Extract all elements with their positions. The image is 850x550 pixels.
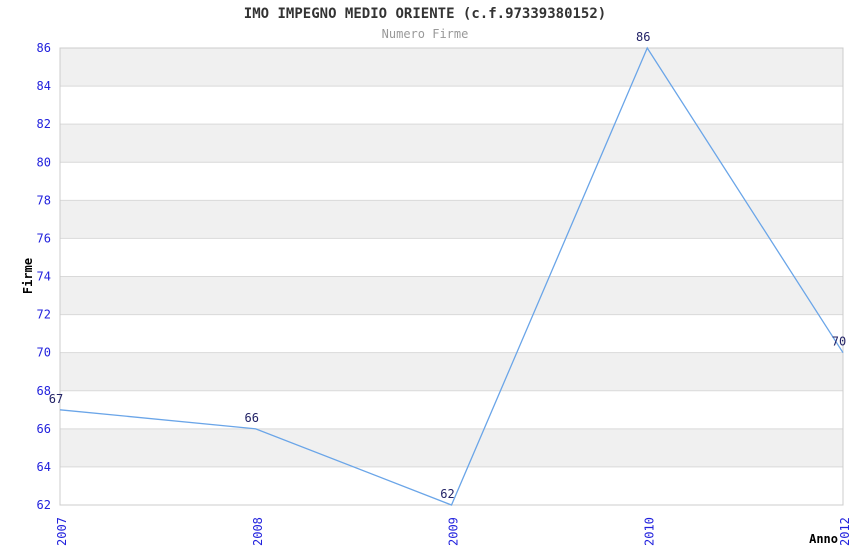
x-tick-label: 2010: [642, 517, 656, 546]
y-tick-label: 62: [37, 498, 51, 512]
grid-band: [60, 162, 843, 201]
data-point-label: 66: [245, 411, 259, 425]
data-point-label: 86: [636, 30, 650, 44]
y-axis-title: Firme: [21, 257, 35, 295]
y-tick-label: 82: [37, 117, 51, 131]
data-point-label: 62: [440, 487, 454, 501]
grid-band: [60, 200, 843, 239]
y-tick-label: 74: [37, 270, 51, 284]
grid-band: [60, 352, 843, 391]
y-tick-label: 66: [37, 422, 51, 436]
grid-band: [60, 124, 843, 163]
chart-title: IMO IMPEGNO MEDIO ORIENTE (c.f.973393801…: [243, 6, 607, 22]
grid-band: [60, 466, 843, 505]
y-tick-label: 78: [37, 193, 51, 207]
y-tick-label: 72: [37, 308, 51, 322]
chart-subtitle: Numero Firme: [381, 27, 469, 41]
grid-band: [60, 276, 843, 315]
x-tick-label: 2012: [838, 517, 850, 546]
x-tick-label: 2007: [55, 517, 69, 546]
y-tick-label: 64: [37, 460, 51, 474]
y-tick-label: 70: [37, 346, 51, 360]
grid-band: [60, 390, 843, 429]
y-tick-label: 68: [37, 384, 51, 398]
data-series-line: [59, 46, 844, 506]
y-tick-label: 80: [37, 155, 51, 169]
y-tick-label: 76: [37, 231, 51, 245]
grid-band: [60, 86, 843, 125]
x-axis-title: Anno: [809, 532, 838, 546]
grid-band: [60, 428, 843, 467]
x-tick-label: 2009: [447, 517, 461, 546]
grid-band: [60, 238, 843, 277]
y-tick-label: 84: [37, 79, 51, 93]
data-point-label: 70: [832, 335, 846, 349]
x-tick-label: 2008: [251, 517, 265, 546]
grid-band: [60, 48, 843, 87]
y-tick-label: 86: [37, 41, 51, 55]
data-point-label: 67: [49, 392, 63, 406]
grid-band: [60, 314, 843, 353]
